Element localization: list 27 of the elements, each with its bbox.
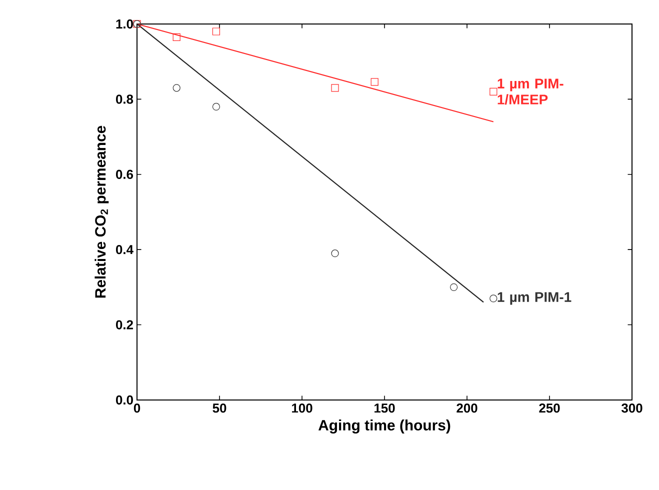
x-tick-label: 0 <box>134 404 140 413</box>
point <box>212 102 220 111</box>
point <box>450 283 458 291</box>
point <box>370 78 378 86</box>
x-tick-label: 300 <box>622 404 642 413</box>
point <box>172 33 180 41</box>
point <box>212 28 220 36</box>
x-tick-label: 250 <box>539 404 560 413</box>
point <box>331 84 339 92</box>
y-tick-label: 0.2 <box>116 320 133 330</box>
point <box>331 250 339 258</box>
point <box>490 294 498 302</box>
x-axis-title: Aging time (hours) <box>318 420 450 434</box>
y-tick-label: 1.0 <box>116 19 133 29</box>
x-tick-label: 200 <box>456 404 478 413</box>
y-tick-label: 0.0 <box>116 395 133 405</box>
x-tick-label: 50 <box>212 404 226 413</box>
y-tick-label: 0.8 <box>116 94 134 104</box>
x-tick-label: 150 <box>374 404 395 413</box>
series-label: 1 µm PIM-1/MEEP <box>498 78 564 105</box>
y-tick-label: 0.4 <box>116 244 134 254</box>
x-tick-label: 100 <box>292 404 312 413</box>
point <box>490 88 498 96</box>
series-label: 1 µm PIM-1 <box>498 292 572 305</box>
y-axis-title: Relative CO$_{2}$ permeance <box>94 126 109 298</box>
y-tick-label: 0.6 <box>116 170 134 179</box>
point <box>172 84 180 92</box>
